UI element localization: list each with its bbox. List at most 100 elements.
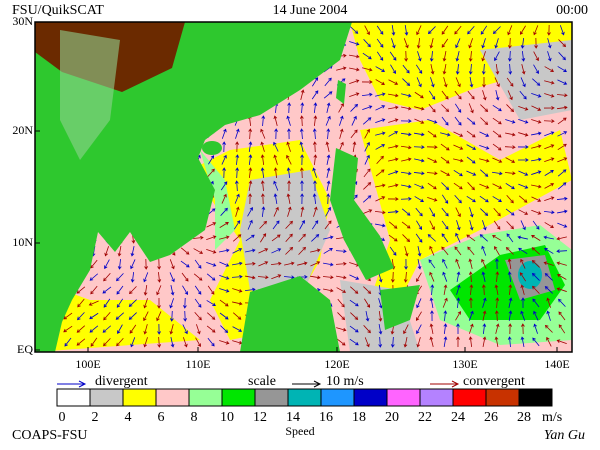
wind-arrow — [400, 119, 412, 123]
wind-arrow — [362, 52, 372, 60]
wind-arrow — [364, 128, 370, 139]
wind-arrow — [456, 220, 461, 231]
wind-arrow — [531, 184, 542, 189]
wind-arrow — [169, 310, 174, 322]
wind-arrow — [387, 197, 399, 201]
wind-arrow — [351, 115, 357, 126]
wind-arrow — [467, 182, 475, 191]
wind-arrow — [556, 93, 568, 98]
colorbar-swatch — [485, 388, 520, 407]
wind-arrow — [482, 310, 487, 321]
wind-arrow — [287, 180, 291, 192]
land — [380, 285, 420, 330]
wind-arrow — [248, 193, 252, 205]
wind-arrow — [388, 157, 399, 162]
wind-arrow — [543, 261, 554, 266]
wind-arrow — [504, 145, 516, 150]
wind-arrow — [270, 261, 282, 266]
land — [336, 80, 346, 104]
wind-arrow — [76, 325, 86, 333]
wind-arrow — [247, 206, 253, 217]
wind-arrow — [531, 157, 542, 162]
wind-arrow — [299, 141, 304, 152]
colorbar-swatch — [419, 388, 454, 407]
wind-arrow — [416, 77, 422, 88]
wind-arrow — [336, 338, 346, 346]
wind-arrow — [219, 340, 230, 345]
wind-arrow — [442, 51, 447, 62]
wind-arrow — [454, 116, 462, 126]
wind-arrow — [375, 169, 385, 177]
wind-arrow — [286, 154, 292, 165]
wind-arrow — [429, 245, 435, 256]
colorbar-label: 12 — [253, 410, 267, 425]
lat-label: EQ — [17, 342, 33, 356]
wind-arrow — [558, 39, 567, 48]
wind-arrow — [194, 259, 202, 269]
wind-arrow — [401, 184, 412, 189]
wind-arrow — [492, 26, 501, 35]
wind-arrow — [544, 324, 553, 333]
wind-arrow — [232, 326, 243, 332]
wind-arrow — [143, 337, 148, 348]
colorbar-swatch — [287, 388, 322, 407]
wind-arrow — [466, 170, 477, 176]
wind-arrow — [508, 297, 513, 308]
wind-arrow — [323, 235, 334, 240]
wind-arrow — [544, 273, 553, 281]
wind-arrow — [480, 104, 489, 113]
wind-arrow — [130, 337, 136, 348]
wind-arrow — [479, 195, 489, 203]
wind-arrow — [245, 248, 256, 253]
wind-arrow — [378, 298, 383, 309]
wind-arrow — [235, 128, 240, 139]
wind-arrow — [196, 324, 201, 335]
wind-arrow — [232, 312, 242, 320]
wind-arrow — [557, 66, 567, 72]
wind-arrow — [169, 324, 174, 335]
wind-arrow — [416, 272, 422, 283]
wind-arrow — [232, 288, 243, 293]
colorbar-label: 22 — [418, 410, 432, 425]
wind-arrow — [350, 103, 359, 112]
wind-arrow — [388, 79, 399, 85]
wind-arrow — [234, 180, 239, 192]
wind-arrow — [89, 273, 99, 281]
wind-arrow — [507, 25, 513, 36]
wind-arrow — [244, 287, 256, 292]
map-frame — [34, 21, 573, 353]
wind-arrow — [222, 167, 226, 179]
wind-arrow — [556, 249, 568, 254]
wind-arrow — [206, 273, 216, 281]
colorbar-swatch — [518, 388, 553, 407]
wind-arrow — [350, 129, 358, 139]
wind-arrow — [441, 90, 449, 100]
wind-arrow — [273, 115, 278, 126]
wind-arrow — [520, 310, 526, 321]
wind-arrow — [219, 261, 230, 267]
wind-arrow — [495, 258, 499, 270]
wind-arrow — [533, 64, 539, 75]
wind-arrow — [443, 77, 448, 88]
wind-arrow — [300, 102, 305, 114]
wind-arrow — [324, 77, 332, 87]
wind-arrow — [157, 271, 162, 283]
wind-arrow — [531, 234, 541, 241]
wind-arrow — [531, 144, 542, 149]
wind-arrow — [441, 220, 449, 230]
wind-arrow — [129, 324, 137, 334]
wind-arrow — [456, 336, 460, 348]
wind-arrow — [441, 38, 449, 48]
wind-arrow — [219, 248, 230, 253]
wind-arrow — [505, 208, 515, 216]
wind-arrow — [532, 337, 540, 347]
wind-arrow — [506, 77, 514, 87]
wind-arrow — [235, 206, 240, 217]
wind-arrow — [375, 196, 386, 202]
speed-band — [240, 170, 330, 300]
wind-arrow — [312, 141, 317, 153]
wind-arrow — [337, 312, 346, 321]
wind-arrow — [103, 338, 111, 347]
wind-arrow — [556, 236, 567, 241]
wind-arrow — [323, 91, 333, 99]
